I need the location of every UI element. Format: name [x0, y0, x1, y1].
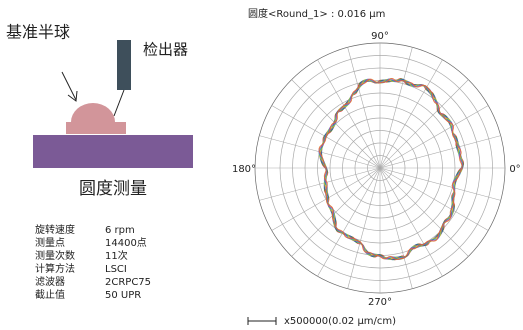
param-value: 6 rpm — [105, 225, 135, 236]
param-value: 11次 — [105, 249, 128, 262]
polar-plot: 圆度<Round_1> : 0.016 μm 90° 180° 0° 270° … — [232, 7, 521, 327]
spoke — [379, 135, 501, 169]
param-value: 2CRPC75 — [105, 277, 151, 288]
probe — [113, 89, 125, 117]
angle-label: 0° — [509, 164, 520, 175]
spoke — [347, 167, 381, 289]
spoke — [379, 167, 501, 201]
spoke — [379, 105, 489, 169]
scale-label: x500000(0.02 μm/cm) — [284, 316, 396, 327]
holder — [66, 122, 126, 134]
param-name: 测量点 — [35, 236, 65, 249]
spoke — [379, 79, 469, 169]
spoke — [379, 167, 489, 231]
spoke — [379, 167, 469, 257]
stage — [33, 135, 193, 168]
param-value: 50 UPR — [105, 290, 141, 301]
caption: 圆度测量 — [79, 179, 147, 199]
profile-trace — [318, 78, 463, 260]
param-value: 14400点 — [105, 237, 147, 249]
spoke — [317, 59, 381, 169]
spoke — [379, 47, 413, 169]
angle-label: 270° — [368, 297, 392, 308]
spoke — [379, 59, 443, 169]
detector-label: 检出器 — [143, 41, 188, 59]
param-name: 截止值 — [35, 288, 65, 301]
spoke — [271, 167, 381, 231]
spoke — [379, 167, 443, 277]
spoke — [259, 167, 381, 201]
param-value: LSCI — [105, 264, 127, 275]
spoke — [379, 167, 413, 289]
param-name: 旋转速度 — [35, 223, 75, 236]
angle-label: 90° — [371, 31, 389, 42]
param-name: 滤波器 — [35, 275, 65, 288]
spoke — [317, 167, 381, 277]
angle-label: 180° — [232, 164, 256, 175]
schematic: 基准半球 检出器 圆度测量 — [6, 23, 193, 199]
polar-title: 圆度<Round_1> : 0.016 μm — [248, 7, 385, 20]
arrow-head — [67, 90, 78, 102]
spoke — [347, 47, 381, 169]
spoke — [291, 167, 381, 257]
hemisphere — [71, 103, 115, 122]
param-name: 测量次数 — [35, 249, 75, 262]
reference-label: 基准半球 — [6, 23, 70, 42]
detector — [117, 40, 131, 90]
arrow — [61, 71, 77, 101]
param-name: 计算方法 — [35, 262, 75, 275]
